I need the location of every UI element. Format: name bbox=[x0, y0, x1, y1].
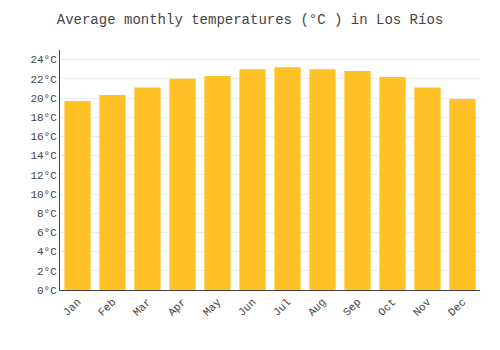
svg-text:Jan: Jan bbox=[61, 296, 83, 318]
svg-text:Feb: Feb bbox=[96, 296, 118, 318]
svg-text:Jul: Jul bbox=[271, 296, 293, 318]
svg-text:2°C: 2°C bbox=[37, 266, 57, 278]
svg-text:6°C: 6°C bbox=[37, 227, 57, 239]
svg-text:12°C: 12°C bbox=[30, 170, 57, 182]
svg-text:Oct: Oct bbox=[376, 296, 398, 318]
svg-text:Jun: Jun bbox=[236, 296, 258, 318]
svg-text:8°C: 8°C bbox=[37, 208, 57, 220]
svg-text:Dec: Dec bbox=[446, 296, 468, 318]
svg-text:Mar: Mar bbox=[131, 296, 153, 318]
svg-text:18°C: 18°C bbox=[30, 112, 57, 124]
svg-text:4°C: 4°C bbox=[37, 246, 57, 258]
svg-text:Apr: Apr bbox=[166, 296, 188, 318]
svg-text:Sep: Sep bbox=[341, 296, 363, 318]
svg-text:Aug: Aug bbox=[306, 296, 328, 318]
svg-text:Nov: Nov bbox=[411, 296, 434, 319]
svg-text:16°C: 16°C bbox=[30, 131, 57, 143]
svg-text:0°C: 0°C bbox=[37, 285, 57, 297]
svg-text:Average monthly temperatures (: Average monthly temperatures (°C ) in Lo… bbox=[57, 12, 443, 28]
svg-text:22°C: 22°C bbox=[30, 74, 57, 86]
svg-text:10°C: 10°C bbox=[30, 189, 57, 201]
svg-text:May: May bbox=[201, 296, 224, 319]
svg-text:14°C: 14°C bbox=[30, 150, 57, 162]
svg-text:20°C: 20°C bbox=[30, 93, 57, 105]
svg-text:24°C: 24°C bbox=[30, 54, 57, 66]
